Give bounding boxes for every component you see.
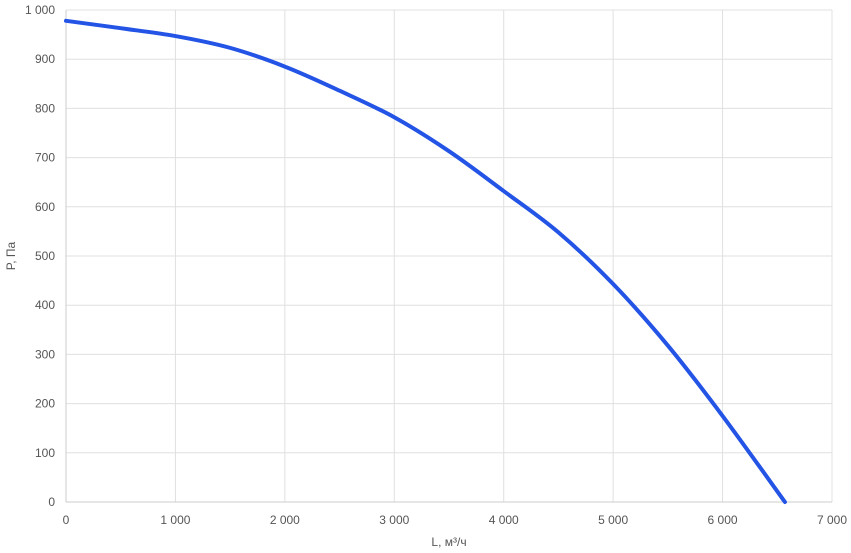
x-tick-label: 7 000 <box>817 513 847 527</box>
y-axis-title: P, Па <box>4 241 18 270</box>
y-axis-ticks: 0 100 200 300 400 500 600 700 800 900 1 000 <box>25 3 55 509</box>
x-axis-ticks: 0 1 000 2 000 3 000 4 000 5 000 6 000 7 000 <box>63 513 848 527</box>
x-tick-label: 5 000 <box>598 513 628 527</box>
y-tick-label: 400 <box>35 298 55 312</box>
x-tick-label: 4 000 <box>489 513 519 527</box>
y-tick-label: 600 <box>35 200 55 214</box>
series-group <box>64 18 787 504</box>
y-tick-label: 700 <box>35 151 55 165</box>
x-axis-title: L, м³/ч <box>431 535 466 549</box>
y-tick-label: 900 <box>35 52 55 66</box>
y-tick-label: 200 <box>35 397 55 411</box>
x-tick-label: 0 <box>63 513 70 527</box>
x-tick-label: 2 000 <box>270 513 300 527</box>
x-tick-label: 1 000 <box>160 513 190 527</box>
y-tick-label: 800 <box>35 101 55 115</box>
y-tick-label: 1 000 <box>25 3 55 17</box>
x-tick-label: 3 000 <box>379 513 409 527</box>
grid <box>66 9 833 502</box>
axes <box>65 10 832 503</box>
y-tick-label: 500 <box>35 249 55 263</box>
y-tick-label: 0 <box>48 495 55 509</box>
series-line <box>64 18 787 504</box>
x-tick-label: 6 000 <box>708 513 738 527</box>
y-tick-label: 300 <box>35 347 55 361</box>
y-tick-label: 100 <box>35 446 55 460</box>
